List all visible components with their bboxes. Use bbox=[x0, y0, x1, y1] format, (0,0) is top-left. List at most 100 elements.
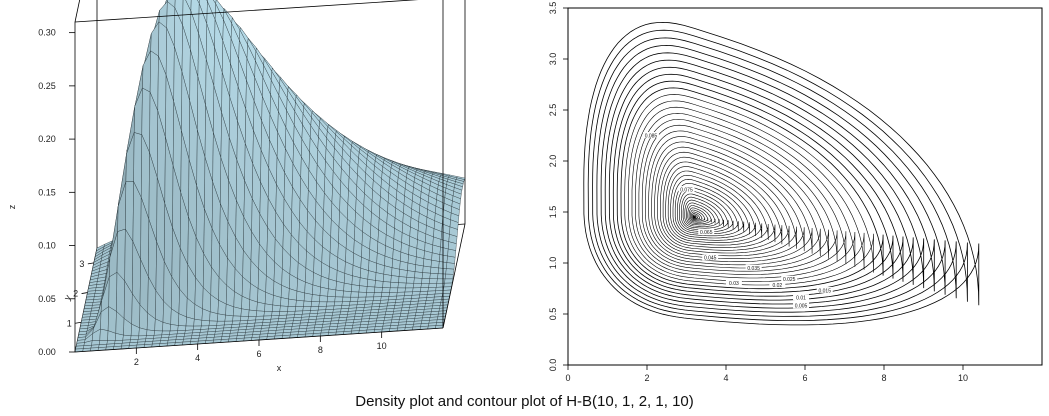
surface-facet bbox=[349, 301, 358, 306]
contour-label: 0.075 bbox=[680, 187, 693, 193]
surface-facet bbox=[317, 306, 327, 311]
z-tick-label: 0.30 bbox=[38, 28, 56, 38]
contour-label: 0.085 bbox=[645, 133, 658, 139]
z-tick-label: 0.10 bbox=[38, 241, 56, 251]
x-tick-label: 10 bbox=[377, 341, 387, 351]
contour-line bbox=[592, 37, 957, 317]
surface-facet bbox=[365, 296, 374, 302]
surface-facet bbox=[208, 320, 218, 326]
contour-y-tick-label: 1.0 bbox=[548, 257, 558, 270]
surface-facet bbox=[437, 273, 446, 280]
contour-y-tick-label: 2.0 bbox=[548, 155, 558, 168]
surface-facet bbox=[437, 267, 447, 275]
contour-line bbox=[686, 202, 716, 226]
surface-facet bbox=[389, 287, 399, 293]
surface-facet bbox=[430, 266, 439, 274]
surface-facet bbox=[350, 291, 360, 298]
contour-y-axis: 0.0 0.5 1.0 1.5 2.0 2.5 3.0 3.5 bbox=[548, 2, 568, 371]
surface-facet bbox=[429, 273, 439, 279]
contour-line bbox=[678, 190, 734, 233]
surface-facet bbox=[358, 291, 367, 298]
contour-line bbox=[681, 193, 729, 231]
y-tick bbox=[87, 262, 94, 265]
surface-facet bbox=[335, 289, 344, 298]
surface-facet bbox=[419, 291, 429, 296]
surface-facet bbox=[256, 310, 265, 317]
surface-facet bbox=[381, 292, 390, 297]
surface-facet bbox=[325, 305, 335, 310]
contour-label: 0.045 bbox=[704, 256, 717, 262]
surface-facet bbox=[388, 292, 398, 297]
surface-facet bbox=[397, 287, 406, 293]
surface-facet bbox=[255, 315, 265, 321]
z-tick-label: 0.25 bbox=[38, 81, 56, 91]
x-axis: 2 4 6 8 10 x bbox=[134, 332, 387, 373]
surface-facet bbox=[356, 300, 366, 305]
surface-facet bbox=[247, 316, 257, 321]
surface-facet bbox=[375, 272, 384, 282]
contour-label-bg bbox=[793, 294, 810, 301]
contour-line bbox=[690, 209, 706, 222]
y-tick bbox=[75, 321, 82, 324]
surface-facet bbox=[358, 285, 368, 293]
surface-facet bbox=[108, 271, 118, 312]
surface-facet bbox=[421, 278, 430, 284]
surface-facet bbox=[224, 314, 234, 322]
surface-facet bbox=[342, 290, 352, 298]
surface-facet bbox=[357, 296, 367, 302]
surface-facet bbox=[407, 262, 416, 272]
surface-facet bbox=[406, 277, 415, 284]
contour-line bbox=[692, 213, 700, 220]
surface-facet bbox=[365, 292, 375, 298]
contour-x-tick-label: 10 bbox=[958, 373, 968, 383]
contour-line bbox=[583, 21, 980, 326]
surface-facet bbox=[224, 320, 233, 326]
surface-facet bbox=[342, 296, 351, 302]
surface-facet bbox=[380, 296, 390, 301]
surface-facet bbox=[193, 318, 203, 327]
surface-facet bbox=[192, 325, 202, 331]
contour-line bbox=[677, 186, 739, 235]
contour-x-tick-label: 0 bbox=[565, 373, 570, 383]
surface-facet bbox=[185, 325, 194, 331]
surface-facet bbox=[201, 320, 210, 327]
y-tick-label: 2 bbox=[73, 289, 78, 299]
contour-line bbox=[624, 94, 874, 286]
surface-facet bbox=[177, 325, 187, 331]
surface-facet bbox=[326, 296, 336, 303]
contour-line bbox=[638, 119, 838, 272]
surface-facet bbox=[445, 268, 455, 275]
surface-facet bbox=[399, 260, 409, 271]
contour-y-tick-label: 0.5 bbox=[548, 308, 558, 321]
surface-facet bbox=[414, 271, 423, 279]
contour-line bbox=[657, 151, 790, 254]
density-surface bbox=[74, 0, 466, 353]
contour-label-bg bbox=[816, 287, 833, 294]
y-axis: 1 2 3 y bbox=[62, 259, 94, 328]
contour-line bbox=[631, 106, 856, 279]
surface-facet bbox=[374, 286, 383, 293]
surface-facet bbox=[286, 311, 296, 316]
surface-facet bbox=[444, 273, 454, 280]
surface-facet bbox=[153, 330, 163, 336]
surface-facet bbox=[427, 290, 436, 295]
surface-facet bbox=[390, 282, 399, 289]
surface-facet bbox=[351, 275, 361, 286]
surface-facet bbox=[271, 311, 281, 316]
box-edge bbox=[74, 0, 81, 23]
x-tick-label: 4 bbox=[195, 353, 200, 363]
surface-facet bbox=[343, 282, 353, 292]
contour-line bbox=[693, 216, 696, 218]
contour-line bbox=[651, 141, 805, 259]
contour-line bbox=[665, 166, 769, 246]
surface-facet bbox=[278, 311, 288, 316]
surface-facet bbox=[396, 291, 406, 297]
contour-line bbox=[684, 199, 720, 227]
surface-facet bbox=[446, 255, 456, 264]
contour-label: 0.065 bbox=[700, 230, 713, 236]
surface-facet bbox=[436, 278, 446, 284]
contour-plot: 0.0050.010.0150.020.0250.030.0350.0450.0… bbox=[548, 2, 1043, 383]
surface-facet bbox=[443, 282, 453, 288]
contour-line bbox=[596, 44, 946, 313]
surface-facet bbox=[405, 282, 414, 289]
